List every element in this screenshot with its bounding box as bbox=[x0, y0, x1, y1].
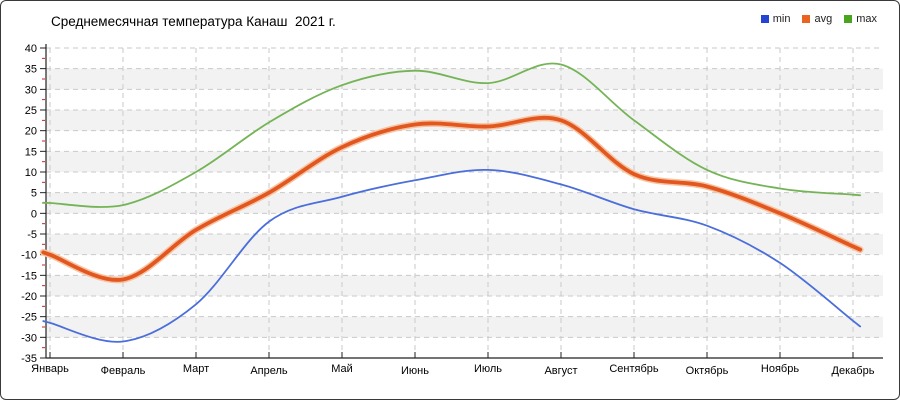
series-min-line bbox=[42, 168, 861, 343]
svg-text:Март: Март bbox=[183, 363, 209, 375]
svg-text:Ноябрь: Ноябрь bbox=[761, 363, 799, 375]
series-avg-line bbox=[41, 115, 862, 282]
chart-title: Среднемесячная температура Канаш 2021 г. bbox=[51, 14, 336, 29]
svg-text:35: 35 bbox=[25, 64, 37, 76]
svg-text:25: 25 bbox=[25, 105, 37, 117]
svg-text:Апрель: Апрель bbox=[250, 365, 288, 377]
svg-text:-5: -5 bbox=[27, 229, 37, 241]
svg-text:15: 15 bbox=[25, 146, 37, 158]
svg-text:0: 0 bbox=[31, 208, 37, 220]
svg-text:-15: -15 bbox=[21, 270, 37, 282]
legend-swatch-max-icon bbox=[844, 15, 853, 23]
svg-text:10: 10 bbox=[25, 167, 37, 179]
svg-text:Август: Август bbox=[544, 365, 577, 377]
svg-text:Январь: Январь bbox=[31, 363, 69, 375]
svg-text:40: 40 bbox=[25, 43, 37, 55]
svg-text:-25: -25 bbox=[21, 312, 37, 324]
y-tick-labels: 40 35 30 25 20 15 10 5 0 -5 -10 -15 -20 -25 -30 -35 bbox=[21, 43, 37, 365]
legend-swatch-min-icon bbox=[760, 15, 769, 23]
svg-text:Февраль: Февраль bbox=[101, 365, 146, 377]
legend-item-max: max bbox=[844, 13, 877, 25]
legend-label-min: min bbox=[772, 13, 791, 25]
svg-text:Июль: Июль bbox=[474, 363, 502, 375]
legend-swatch-avg-icon bbox=[802, 15, 811, 23]
gridlines bbox=[46, 47, 883, 358]
svg-text:-30: -30 bbox=[21, 332, 37, 344]
svg-text:Декабрь: Декабрь bbox=[832, 365, 875, 377]
svg-text:-35: -35 bbox=[21, 353, 37, 365]
svg-text:Октябрь: Октябрь bbox=[686, 365, 729, 377]
chart-legend: min avg max bbox=[760, 13, 877, 25]
legend-label-max: max bbox=[856, 13, 877, 25]
svg-text:Май: Май bbox=[331, 363, 353, 375]
svg-text:-20: -20 bbox=[21, 291, 37, 303]
axes bbox=[45, 44, 883, 359]
legend-item-avg: avg bbox=[802, 13, 832, 25]
svg-text:30: 30 bbox=[25, 84, 37, 96]
svg-text:-10: -10 bbox=[21, 250, 37, 262]
svg-text:Сентябрь: Сентябрь bbox=[609, 363, 659, 375]
x-tick-labels: Январь Февраль Март Апрель Май Июнь Июль Август… bbox=[31, 363, 875, 377]
x-axis-ticks bbox=[49, 352, 854, 358]
legend-item-min: min bbox=[760, 13, 791, 25]
svg-text:20: 20 bbox=[25, 126, 37, 138]
y-axis-ticks bbox=[40, 47, 46, 359]
svg-text:Июнь: Июнь bbox=[401, 365, 429, 377]
series-max-line bbox=[42, 62, 861, 208]
legend-label-avg: avg bbox=[814, 13, 833, 25]
svg-text:5: 5 bbox=[31, 188, 37, 200]
